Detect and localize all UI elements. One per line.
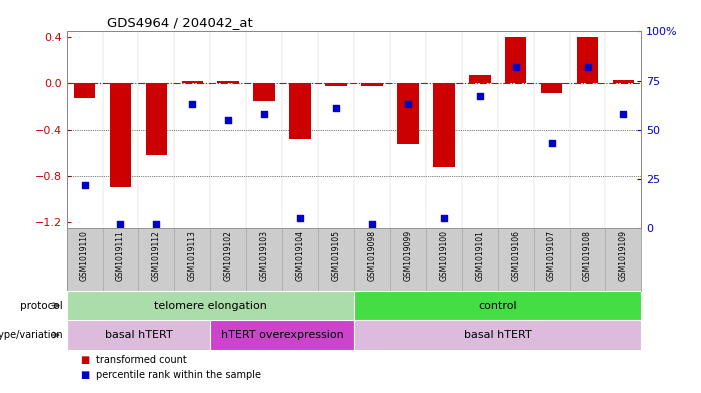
Point bbox=[618, 111, 629, 117]
Text: GSM1019113: GSM1019113 bbox=[188, 230, 197, 281]
Text: GSM1019107: GSM1019107 bbox=[547, 230, 556, 281]
Bar bbox=[290, 83, 311, 139]
Bar bbox=[67, 291, 354, 320]
Bar bbox=[397, 83, 418, 143]
Bar bbox=[138, 228, 175, 291]
Point bbox=[438, 215, 449, 221]
Bar bbox=[246, 228, 282, 291]
Point bbox=[186, 101, 198, 107]
Text: protocol: protocol bbox=[20, 301, 63, 310]
Text: GSM1019111: GSM1019111 bbox=[116, 230, 125, 281]
Text: GSM1019112: GSM1019112 bbox=[152, 230, 161, 281]
Bar bbox=[74, 83, 95, 99]
Point bbox=[510, 64, 522, 70]
Point bbox=[115, 221, 126, 227]
Bar bbox=[67, 228, 102, 291]
Bar bbox=[498, 228, 533, 291]
Point bbox=[151, 221, 162, 227]
Text: GSM1019101: GSM1019101 bbox=[475, 230, 484, 281]
Text: GSM1019098: GSM1019098 bbox=[367, 230, 376, 281]
Bar bbox=[210, 320, 354, 350]
Text: GSM1019104: GSM1019104 bbox=[296, 230, 305, 281]
Text: telomere elongation: telomere elongation bbox=[154, 301, 267, 310]
Bar bbox=[361, 83, 383, 86]
Text: GSM1019100: GSM1019100 bbox=[440, 230, 449, 281]
Bar bbox=[102, 228, 139, 291]
Bar bbox=[354, 320, 641, 350]
Bar bbox=[354, 228, 390, 291]
Bar bbox=[217, 81, 239, 83]
Text: GSM1019103: GSM1019103 bbox=[259, 230, 268, 281]
Point bbox=[367, 221, 378, 227]
Bar bbox=[109, 83, 131, 187]
Text: basal hTERT: basal hTERT bbox=[104, 330, 172, 340]
Bar bbox=[606, 228, 641, 291]
Text: ■: ■ bbox=[81, 370, 90, 380]
Bar bbox=[505, 37, 526, 83]
Text: GDS4964 / 204042_at: GDS4964 / 204042_at bbox=[107, 16, 252, 29]
Point bbox=[330, 105, 341, 111]
Bar bbox=[175, 228, 210, 291]
Text: percentile rank within the sample: percentile rank within the sample bbox=[96, 370, 261, 380]
Bar bbox=[390, 228, 426, 291]
Text: GSM1019106: GSM1019106 bbox=[511, 230, 520, 281]
Point bbox=[294, 215, 306, 221]
Bar bbox=[533, 228, 569, 291]
Bar bbox=[67, 320, 210, 350]
Bar bbox=[325, 83, 347, 86]
Bar bbox=[146, 83, 168, 155]
Point bbox=[474, 93, 485, 99]
Text: GSM1019109: GSM1019109 bbox=[619, 230, 628, 281]
Bar bbox=[182, 81, 203, 83]
Bar bbox=[318, 228, 354, 291]
Text: GSM1019099: GSM1019099 bbox=[403, 230, 412, 281]
Bar bbox=[569, 228, 606, 291]
Text: GSM1019102: GSM1019102 bbox=[224, 230, 233, 281]
Point bbox=[79, 182, 90, 188]
Bar bbox=[577, 37, 599, 83]
Point bbox=[259, 111, 270, 117]
Bar bbox=[254, 83, 275, 101]
Point bbox=[546, 140, 557, 147]
Text: GSM1019105: GSM1019105 bbox=[332, 230, 341, 281]
Bar bbox=[210, 228, 246, 291]
Text: transformed count: transformed count bbox=[96, 354, 186, 365]
Point bbox=[582, 64, 593, 70]
Bar bbox=[613, 80, 634, 83]
Bar bbox=[433, 83, 455, 167]
Text: GSM1019110: GSM1019110 bbox=[80, 230, 89, 281]
Bar bbox=[283, 228, 318, 291]
Text: hTERT overexpression: hTERT overexpression bbox=[221, 330, 343, 340]
Bar bbox=[541, 83, 562, 93]
Text: control: control bbox=[478, 301, 517, 310]
Bar bbox=[469, 75, 491, 83]
Bar bbox=[426, 228, 462, 291]
Text: genotype/variation: genotype/variation bbox=[0, 330, 63, 340]
Bar bbox=[462, 228, 498, 291]
Text: ■: ■ bbox=[81, 354, 90, 365]
Point bbox=[402, 101, 414, 107]
Text: basal hTERT: basal hTERT bbox=[464, 330, 531, 340]
Bar bbox=[354, 291, 641, 320]
Text: GSM1019108: GSM1019108 bbox=[583, 230, 592, 281]
Point bbox=[223, 117, 234, 123]
